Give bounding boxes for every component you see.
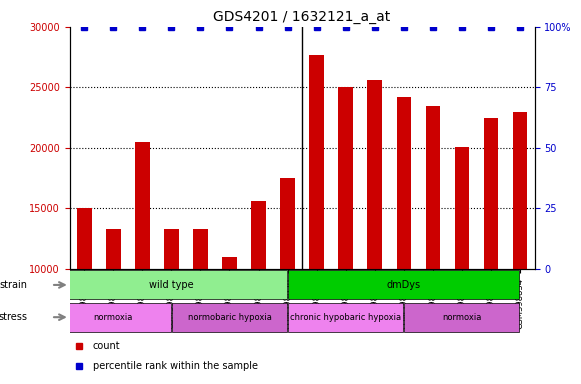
Bar — [338, 88, 353, 269]
FancyBboxPatch shape — [172, 303, 287, 332]
Bar — [106, 229, 121, 269]
Bar — [251, 201, 266, 269]
Text: normobaric hypoxia: normobaric hypoxia — [188, 313, 271, 322]
FancyBboxPatch shape — [56, 270, 287, 300]
Bar — [454, 147, 469, 269]
Bar — [164, 229, 179, 269]
FancyBboxPatch shape — [288, 270, 519, 300]
Bar — [222, 257, 237, 269]
Text: chronic hypobaric hypoxia: chronic hypobaric hypoxia — [290, 313, 401, 322]
Bar — [77, 209, 92, 269]
Bar — [512, 112, 528, 269]
Bar — [425, 106, 440, 269]
Bar — [483, 118, 498, 269]
Text: wild type: wild type — [149, 280, 193, 290]
FancyBboxPatch shape — [56, 303, 171, 332]
Title: GDS4201 / 1632121_a_at: GDS4201 / 1632121_a_at — [213, 10, 391, 25]
Text: strain: strain — [0, 280, 28, 290]
FancyBboxPatch shape — [404, 303, 519, 332]
Bar — [135, 142, 150, 269]
Text: count: count — [93, 341, 121, 351]
Text: stress: stress — [0, 312, 28, 322]
Text: percentile rank within the sample: percentile rank within the sample — [93, 361, 258, 371]
Text: normoxia: normoxia — [94, 313, 133, 322]
Bar — [280, 178, 295, 269]
Bar — [367, 80, 382, 269]
Bar — [193, 229, 208, 269]
Bar — [396, 97, 411, 269]
Text: normoxia: normoxia — [442, 313, 482, 322]
Text: dmDys: dmDys — [387, 280, 421, 290]
Bar — [309, 55, 324, 269]
FancyBboxPatch shape — [288, 303, 403, 332]
